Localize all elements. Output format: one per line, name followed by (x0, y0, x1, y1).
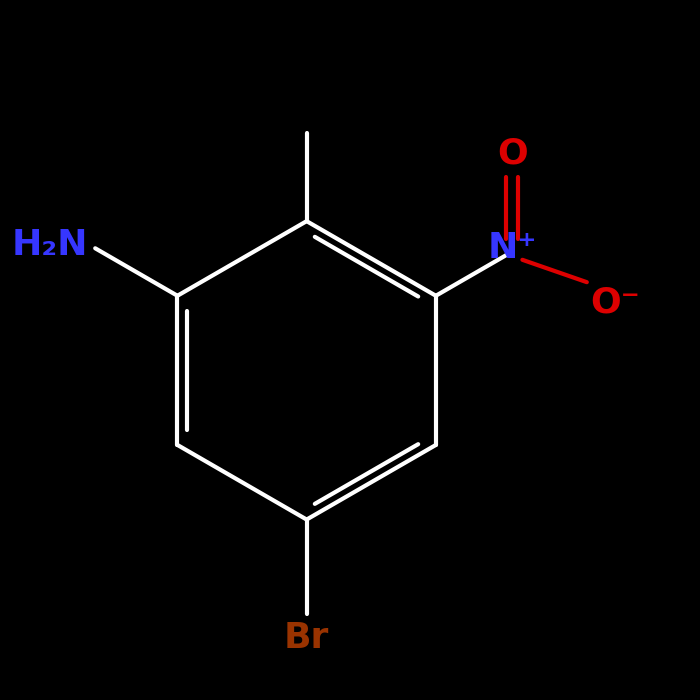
Text: O⁻: O⁻ (590, 286, 640, 320)
Text: Br: Br (284, 622, 329, 655)
Text: N⁺: N⁺ (487, 231, 537, 265)
Text: O: O (497, 136, 528, 170)
Text: H₂N: H₂N (12, 228, 88, 262)
